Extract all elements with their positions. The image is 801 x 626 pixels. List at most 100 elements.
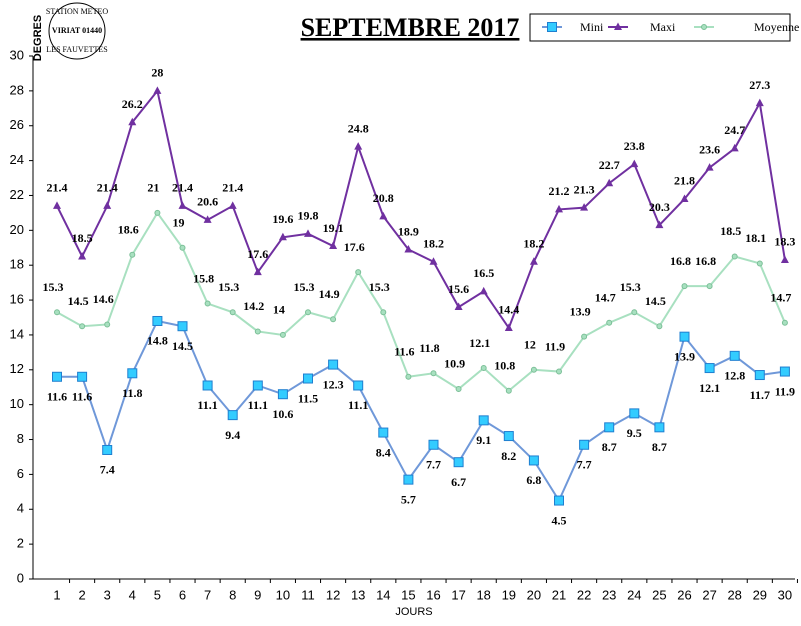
x-tick-label: 23 bbox=[602, 587, 616, 602]
data-label: 11.6 bbox=[72, 390, 92, 404]
data-label: 21.2 bbox=[549, 184, 570, 198]
data-label: 18.5 bbox=[720, 224, 741, 238]
marker bbox=[604, 422, 615, 433]
x-tick-label: 2 bbox=[78, 587, 85, 602]
data-label: 11.1 bbox=[197, 398, 217, 412]
data-label: 21.8 bbox=[674, 174, 695, 188]
data-label: 6.7 bbox=[451, 475, 466, 489]
marker bbox=[404, 245, 413, 253]
x-tick-label: 11 bbox=[301, 587, 315, 602]
x-tick-label: 14 bbox=[376, 587, 390, 602]
data-label: 21.3 bbox=[574, 182, 595, 196]
data-label: 10.9 bbox=[444, 357, 465, 371]
logo-text: STATION METEO bbox=[46, 7, 108, 16]
data-label: 19.1 bbox=[323, 221, 344, 235]
data-label: 6.8 bbox=[526, 473, 541, 487]
marker bbox=[178, 201, 187, 209]
marker bbox=[478, 415, 489, 426]
y-tick-label: 12 bbox=[10, 361, 24, 376]
data-label: 12.8 bbox=[724, 369, 745, 383]
data-label: 8.7 bbox=[652, 440, 667, 454]
data-label: 16.5 bbox=[473, 266, 494, 280]
data-label: 7.4 bbox=[100, 463, 115, 477]
x-tick-label: 5 bbox=[154, 587, 161, 602]
data-label: 20.3 bbox=[649, 200, 670, 214]
marker bbox=[630, 159, 639, 168]
x-tick-label: 20 bbox=[527, 587, 541, 602]
data-label: 10.8 bbox=[494, 358, 515, 372]
data-label: 15.3 bbox=[218, 280, 239, 294]
marker bbox=[204, 300, 211, 307]
marker bbox=[706, 283, 713, 290]
x-tick-label: 3 bbox=[104, 587, 111, 602]
x-axis-label: JOURS bbox=[395, 606, 432, 618]
x-tick-label: 26 bbox=[677, 587, 691, 602]
data-label: 11.7 bbox=[750, 388, 770, 402]
x-tick-label: 21 bbox=[552, 587, 566, 602]
data-label: 9.5 bbox=[627, 426, 642, 440]
y-tick-label: 26 bbox=[10, 117, 24, 132]
marker bbox=[731, 253, 738, 260]
marker bbox=[403, 474, 414, 485]
data-label: 26.2 bbox=[122, 97, 143, 111]
marker bbox=[128, 117, 137, 126]
marker bbox=[479, 286, 488, 295]
data-label: 18.2 bbox=[523, 236, 544, 250]
x-tick-label: 6 bbox=[179, 587, 186, 602]
data-label: 8.2 bbox=[501, 449, 516, 463]
data-label: 14.2 bbox=[243, 299, 264, 313]
marker bbox=[729, 350, 740, 361]
y-tick-label: 30 bbox=[10, 47, 24, 62]
legend-marker bbox=[701, 24, 707, 30]
data-label: 21 bbox=[147, 181, 159, 195]
marker bbox=[355, 269, 362, 276]
data-label: 11.1 bbox=[348, 398, 368, 412]
marker bbox=[127, 368, 138, 379]
marker bbox=[380, 309, 387, 316]
data-label: 11.9 bbox=[775, 384, 795, 398]
data-label: 7.7 bbox=[426, 458, 441, 472]
data-label: 14.7 bbox=[770, 290, 791, 304]
x-tick-label: 4 bbox=[129, 587, 136, 602]
data-label: 18.2 bbox=[423, 236, 444, 250]
marker bbox=[730, 143, 739, 152]
y-tick-label: 18 bbox=[10, 257, 24, 272]
data-label: 22.7 bbox=[599, 158, 620, 172]
y-tick-label: 20 bbox=[10, 222, 24, 237]
x-tick-label: 1 bbox=[53, 587, 60, 602]
y-tick-label: 10 bbox=[10, 396, 24, 411]
data-label: 21.4 bbox=[222, 181, 243, 195]
data-label: 15.6 bbox=[448, 282, 469, 296]
data-label: 12.1 bbox=[469, 336, 490, 350]
data-label: 23.6 bbox=[699, 142, 720, 156]
data-label: 19 bbox=[173, 216, 185, 230]
data-label: 7.7 bbox=[577, 458, 592, 472]
marker bbox=[629, 408, 640, 419]
legend-label: Maxi bbox=[650, 20, 676, 34]
x-tick-label: 24 bbox=[627, 587, 641, 602]
marker bbox=[579, 439, 590, 450]
data-label: 9.1 bbox=[476, 433, 491, 447]
marker bbox=[503, 431, 514, 442]
y-tick-label: 0 bbox=[17, 570, 24, 585]
marker bbox=[754, 370, 765, 381]
marker bbox=[353, 380, 364, 391]
x-tick-label: 28 bbox=[727, 587, 741, 602]
marker bbox=[705, 163, 714, 171]
logo-circle bbox=[48, 2, 106, 60]
x-tick-label: 13 bbox=[351, 587, 365, 602]
data-label: 17.6 bbox=[344, 240, 365, 254]
x-tick-label: 16 bbox=[426, 587, 440, 602]
legend-label: Mini bbox=[580, 20, 604, 34]
data-label: 13.9 bbox=[674, 349, 695, 363]
marker bbox=[305, 309, 311, 316]
marker bbox=[704, 363, 715, 374]
x-tick-label: 29 bbox=[753, 587, 767, 602]
marker bbox=[328, 359, 339, 370]
y-tick-label: 8 bbox=[17, 431, 24, 446]
x-tick-label: 25 bbox=[652, 587, 666, 602]
data-label: 14 bbox=[273, 303, 285, 317]
marker bbox=[454, 302, 463, 311]
data-label: 12.3 bbox=[323, 377, 344, 391]
marker bbox=[656, 323, 663, 330]
